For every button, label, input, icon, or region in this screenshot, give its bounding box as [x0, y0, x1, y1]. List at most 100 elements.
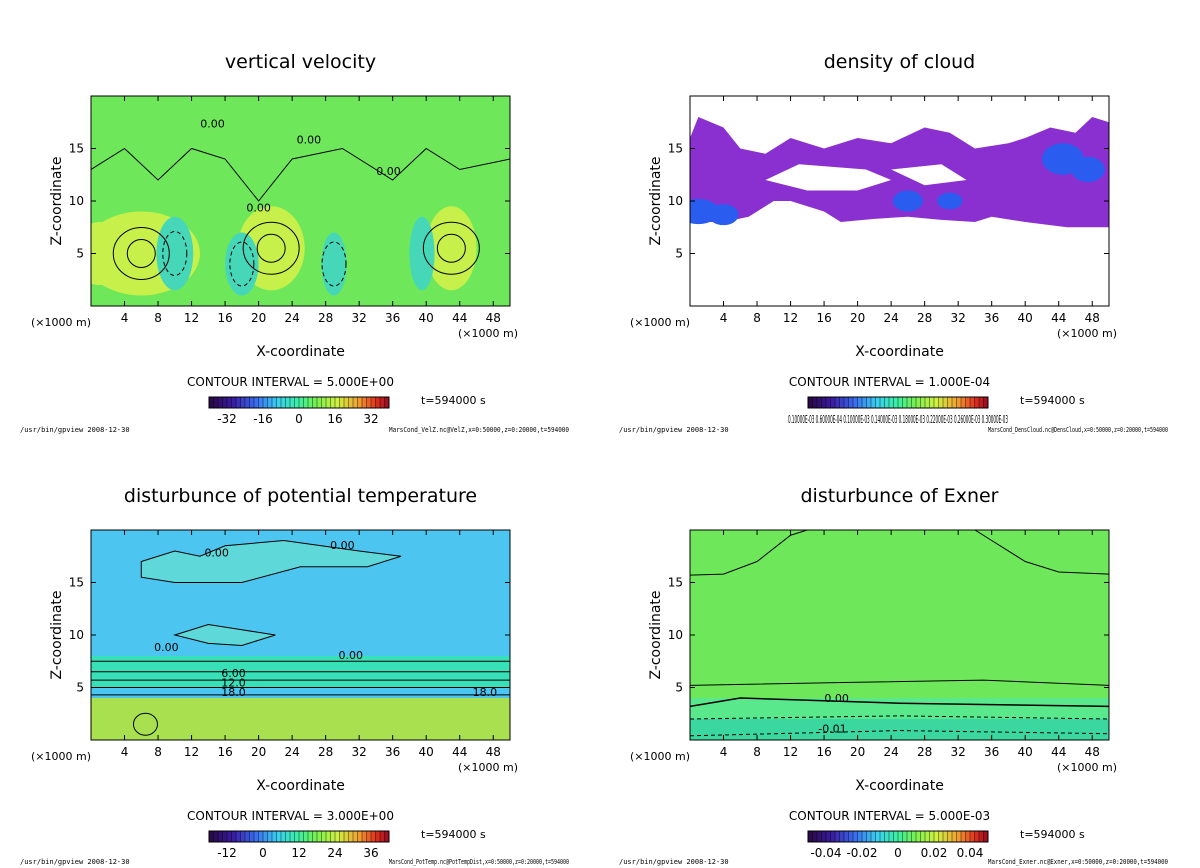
- x-tick-label: 44: [452, 745, 467, 759]
- colorbar-swatch: [209, 397, 214, 408]
- colorbar-swatch: [821, 397, 827, 408]
- colorbar-swatch: [844, 397, 849, 408]
- field: 0.00 -0.01: [690, 530, 1109, 740]
- y-axis-label: Z-coordinate: [49, 156, 65, 245]
- x-tick-label: 24: [883, 311, 898, 325]
- colorbar-swatch: [920, 831, 926, 842]
- x-tick-label: 4: [121, 745, 129, 759]
- y-tick-label: 15: [668, 576, 683, 590]
- colorbar-swatch: [880, 397, 885, 408]
- downdraft-region: [156, 216, 194, 291]
- y-tick-label: 5: [76, 247, 84, 261]
- updraft-region: [426, 206, 477, 291]
- contour-label: 6.00: [221, 667, 246, 680]
- colorbar-swatch: [276, 831, 282, 842]
- colorbar-swatch: [826, 831, 831, 842]
- colorbar-swatch: [294, 397, 300, 408]
- x-unit-label-left: (×1000 m): [630, 750, 690, 763]
- x-tick-label: 44: [1051, 745, 1066, 759]
- x-tick-label: 20: [850, 745, 865, 759]
- dense-cloud-region: [708, 204, 739, 226]
- downdraft-region: [321, 232, 347, 296]
- program-label: /usr/bin/gpview 2008-12-30: [20, 426, 130, 434]
- y-tick-label: 10: [69, 628, 84, 642]
- colorbar-swatch: [290, 397, 295, 408]
- colorbar-swatch: [371, 831, 376, 842]
- contour-label: 0.00: [376, 165, 401, 178]
- x-unit-label-right: (×1000 m): [458, 327, 518, 340]
- x-tick-label: 48: [1085, 311, 1100, 325]
- colorbar-swatch: [880, 831, 885, 842]
- cloud-gap: [765, 164, 892, 191]
- colorbar-swatch: [974, 397, 980, 408]
- x-tick-label: 32: [951, 311, 966, 325]
- colorbar-swatch: [898, 397, 903, 408]
- colorbar-swatch: [299, 831, 304, 842]
- x-unit-label-left: (×1000 m): [630, 316, 690, 329]
- x-tick-label: 12: [184, 745, 199, 759]
- colorbar-swatch: [258, 397, 264, 408]
- colorbar-swatch: [835, 397, 840, 408]
- colorbar-swatch: [848, 397, 854, 408]
- colorbar-swatch: [970, 831, 975, 842]
- x-axis-label: X-coordinate: [256, 778, 345, 794]
- contour-line: [974, 530, 1109, 575]
- colorbar-swatch: [830, 831, 836, 842]
- time-label: t=594000 s: [1020, 828, 1085, 841]
- chart-title: density of cloud: [824, 51, 976, 73]
- colorbar-swatch: [263, 397, 268, 408]
- colorbar-swatch: [947, 397, 953, 408]
- colorbar-swatch: [249, 831, 255, 842]
- y-tick-label: 10: [668, 628, 683, 642]
- x-tick-label: 4: [121, 311, 129, 325]
- colorbar-swatch: [222, 397, 228, 408]
- colorbar-swatch: [853, 831, 858, 842]
- colorbar-swatch: [362, 831, 367, 842]
- colorbar-swatch: [321, 831, 327, 842]
- x-unit-label-left: (×1000 m): [31, 316, 91, 329]
- contour-label: 12.0: [221, 676, 246, 689]
- colorbar-swatch: [925, 831, 930, 842]
- colorbar-swatch: [839, 397, 845, 408]
- colorbar: -32 -16 0 16 32: [208, 396, 390, 426]
- colorbar-swatch: [853, 397, 858, 408]
- colorbar-swatch: [839, 831, 845, 842]
- colorbar-swatch: [357, 831, 363, 842]
- colorbar-swatch: [943, 397, 948, 408]
- contour-label: 0.00: [330, 539, 355, 552]
- colorbar-tick-label: 0.10000E-03 0.60000E-04 0.10000E-03 0.14…: [788, 413, 1008, 426]
- contour-label: 18.0: [473, 686, 498, 699]
- colorbar-swatch: [303, 397, 309, 408]
- colorbar-frame: [208, 396, 390, 409]
- x-tick-label: 28: [318, 311, 333, 325]
- colorbar: 0.10000E-03 0.60000E-04 0.10000E-03 0.14…: [788, 396, 1008, 426]
- colorbar-swatch: [866, 397, 872, 408]
- colorbar-swatch: [902, 397, 908, 408]
- contour-label: 0.00: [339, 649, 364, 662]
- colorbar-swatch: [290, 831, 295, 842]
- plot-area: 0.00 0.00 0.00 0.00: [91, 96, 510, 306]
- x-tick-label: 4: [720, 745, 728, 759]
- x-tick-label: 16: [816, 745, 831, 759]
- colorbar-swatch: [294, 831, 300, 842]
- colorbar-tick-label: 0.04: [957, 846, 984, 860]
- colorbar-swatch: [330, 397, 336, 408]
- contour-line: [422, 221, 480, 275]
- plot-area: [690, 96, 1109, 306]
- colorbar-swatch: [884, 397, 890, 408]
- time-label: t=594000 s: [421, 394, 486, 407]
- colorbar-swatch: [920, 397, 926, 408]
- colorbar-tick-label: 0: [295, 412, 303, 426]
- colorbar-swatch: [830, 397, 836, 408]
- colorbar-swatch: [245, 397, 250, 408]
- colorbar: -0.04 -0.02 0 0.02 0.04: [807, 830, 989, 860]
- contour-label: -0.01: [818, 723, 846, 736]
- colorbar-swatch: [817, 397, 822, 408]
- colorbar-swatch: [875, 831, 881, 842]
- contour-line: [242, 221, 300, 275]
- colorbar-tick-label: 32: [363, 412, 378, 426]
- x-tick-label: 28: [917, 745, 932, 759]
- x-tick-label: 16: [816, 311, 831, 325]
- colorbar-swatch: [317, 397, 322, 408]
- y-tick-label: 15: [668, 142, 683, 156]
